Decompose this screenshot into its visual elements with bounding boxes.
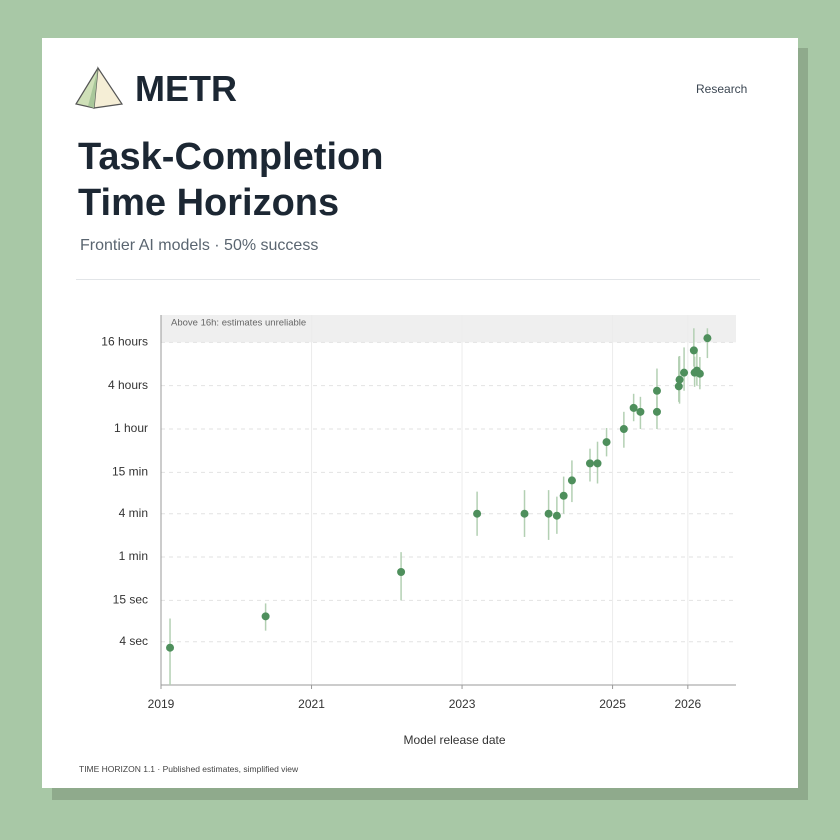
point <box>703 334 712 343</box>
y-tick-label: 1 min <box>119 549 148 563</box>
brand: METR <box>135 68 237 109</box>
logo <box>75 66 124 109</box>
y-tick-label: 15 min <box>112 465 148 479</box>
point <box>567 476 576 485</box>
point <box>636 407 645 416</box>
subtitle: Frontier AI models · 50% success <box>80 237 319 254</box>
point <box>585 459 594 468</box>
point <box>261 612 270 621</box>
point <box>544 509 553 518</box>
point <box>619 425 628 434</box>
point <box>689 346 698 355</box>
point <box>680 368 689 377</box>
point <box>674 382 683 391</box>
card <box>42 38 798 788</box>
x-tick-label: 2019 <box>148 697 175 711</box>
y-tick-label: 4 min <box>119 506 148 520</box>
y-tick-label: 1 hour <box>114 421 148 435</box>
point <box>473 509 482 518</box>
page-title: Task-Completion Time Horizons <box>78 136 384 224</box>
nav-link[interactable]: Research <box>696 82 748 96</box>
y-tick-label: 16 hours <box>101 334 148 348</box>
x-tick-label: 2025 <box>599 697 626 711</box>
point <box>652 407 661 416</box>
point <box>629 403 638 412</box>
y-tick-label: 4 sec <box>119 634 148 648</box>
point <box>520 509 529 518</box>
footer: TIME HORIZON 1.1 · Published estimates, … <box>79 764 299 774</box>
y-tick-label: 4 hours <box>108 378 148 392</box>
x-tick-label: 2026 <box>674 697 701 711</box>
unreliable-band <box>161 315 736 343</box>
point <box>166 643 175 652</box>
point <box>652 386 661 395</box>
x-tick-label: 2021 <box>298 697 325 711</box>
divider <box>76 279 760 280</box>
point <box>593 459 602 468</box>
x-tick-label: 2023 <box>449 697 476 711</box>
point <box>695 369 704 378</box>
point <box>552 511 561 520</box>
point <box>397 567 406 576</box>
point <box>559 491 568 500</box>
annotation: Above 16h: estimates unreliable <box>171 318 306 329</box>
y-tick-label: 15 sec <box>113 593 148 607</box>
x-axis-label: Model release date <box>403 733 505 747</box>
point <box>675 375 684 384</box>
point <box>602 438 611 447</box>
